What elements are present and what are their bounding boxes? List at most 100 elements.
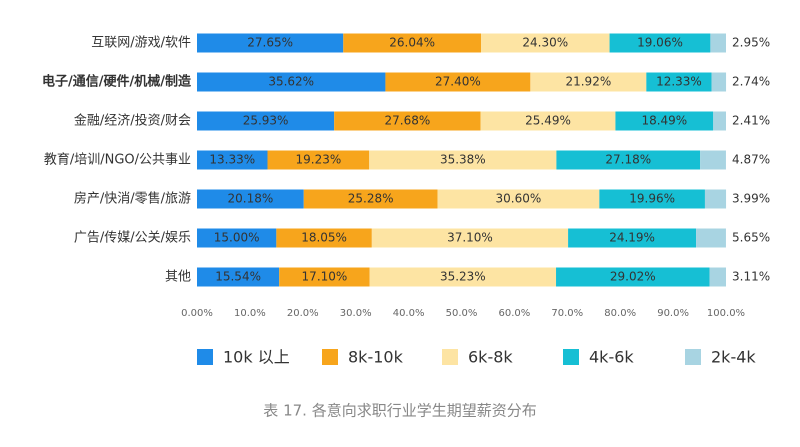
- category-label: 电子/通信/硬件/机械/制造: [42, 74, 192, 90]
- value-label: 2.95%: [732, 36, 770, 50]
- value-label: 19.96%: [629, 192, 675, 206]
- bar-segment: [609, 33, 711, 53]
- bar-segment: [197, 267, 280, 287]
- bar-segment: [197, 72, 386, 92]
- bar-segment: [530, 72, 647, 92]
- x-tick-label: 60.0%: [499, 308, 531, 319]
- legend-swatch: [685, 349, 701, 365]
- legend-label: 8k-10k: [348, 348, 404, 367]
- bar-segment: [696, 228, 726, 248]
- legend-swatch: [563, 349, 579, 365]
- category-label: 广告/传媒/公关/娱乐: [74, 231, 191, 246]
- bar-segment: [334, 111, 481, 131]
- bar-segment: [568, 228, 697, 248]
- value-label: 25.49%: [525, 114, 571, 128]
- bar-segment: [267, 150, 370, 170]
- x-tick-label: 40.0%: [393, 308, 425, 319]
- bar-segment: [343, 33, 482, 53]
- legend-label: 10k 以上: [223, 348, 290, 367]
- bar-segment: [369, 150, 557, 170]
- bar-segment: [481, 33, 610, 53]
- category-label: 金融/经济/投资/财会: [74, 113, 191, 129]
- bar-segment: [197, 150, 268, 170]
- value-label: 19.06%: [637, 36, 683, 50]
- value-label: 27.18%: [605, 153, 651, 167]
- value-label: 27.65%: [247, 36, 293, 50]
- bar-segment: [615, 111, 714, 131]
- value-label: 35.38%: [440, 153, 486, 167]
- legend-label: 2k-4k: [711, 348, 756, 367]
- bar-segment: [710, 33, 726, 53]
- value-label: 35.62%: [268, 75, 314, 89]
- value-label: 21.92%: [565, 75, 611, 89]
- x-tick-label: 100.0%: [707, 308, 745, 319]
- bar-segment: [197, 189, 304, 209]
- value-label: 30.60%: [496, 192, 542, 206]
- value-label: 27.68%: [385, 114, 431, 128]
- bar-segment: [279, 267, 370, 287]
- category-label: 教育/培训/NGO/公共事业: [44, 152, 191, 168]
- category-label: 其他: [165, 270, 191, 285]
- legend-label: 6k-8k: [468, 348, 513, 367]
- bar-segment: [385, 72, 531, 92]
- value-label: 2.41%: [732, 114, 770, 128]
- value-label: 18.49%: [641, 114, 687, 128]
- value-label: 3.99%: [732, 192, 770, 206]
- legend-label: 4k-6k: [589, 348, 634, 367]
- bar-segment: [480, 111, 616, 131]
- value-label: 17.10%: [302, 270, 348, 284]
- x-tick-label: 10.0%: [234, 308, 266, 319]
- value-label: 26.04%: [389, 36, 435, 50]
- bar-segment: [276, 228, 372, 248]
- x-tick-label: 80.0%: [604, 308, 636, 319]
- value-label: 5.65%: [732, 231, 770, 245]
- bar-segment: [197, 33, 344, 53]
- bar-segment: [556, 150, 701, 170]
- legend-swatch: [197, 349, 213, 365]
- legend-swatch: [322, 349, 338, 365]
- value-label: 20.18%: [227, 192, 273, 206]
- value-label: 4.87%: [732, 153, 770, 167]
- value-label: 3.11%: [732, 270, 770, 284]
- category-label: 房产/快消/零售/旅游: [74, 191, 191, 207]
- bar-segment: [713, 111, 726, 131]
- bar-segment: [437, 189, 600, 209]
- x-tick-label: 50.0%: [446, 308, 478, 319]
- value-label: 29.02%: [610, 270, 656, 284]
- bar-segment: [369, 267, 557, 287]
- x-tick-label: 90.0%: [657, 308, 689, 319]
- legend-swatch: [442, 349, 458, 365]
- bar-segment: [197, 228, 277, 248]
- bar-segment: [709, 267, 726, 287]
- bar-segment: [700, 150, 726, 170]
- value-label: 24.19%: [609, 231, 655, 245]
- x-tick-label: 20.0%: [287, 308, 319, 319]
- value-label: 12.33%: [656, 75, 702, 89]
- bar-segment: [197, 111, 335, 131]
- value-label: 25.93%: [243, 114, 289, 128]
- value-label: 19.23%: [295, 153, 341, 167]
- x-tick-label: 70.0%: [551, 308, 583, 319]
- bar-segment: [303, 189, 438, 209]
- bar-segment: [371, 228, 569, 248]
- value-label: 18.05%: [301, 231, 347, 245]
- value-label: 15.54%: [215, 270, 261, 284]
- value-label: 37.10%: [447, 231, 493, 245]
- value-label: 15.00%: [214, 231, 260, 245]
- value-label: 35.23%: [440, 270, 486, 284]
- x-tick-label: 30.0%: [340, 308, 372, 319]
- bar-segment: [556, 267, 710, 287]
- bar-segment: [704, 189, 727, 209]
- bar-segment: [711, 72, 727, 92]
- x-tick-label: 0.00%: [181, 308, 213, 319]
- category-label: 互联网/游戏/软件: [91, 36, 191, 51]
- bar-segment: [599, 189, 705, 209]
- value-label: 13.33%: [209, 153, 255, 167]
- value-label: 2.74%: [732, 75, 770, 89]
- value-label: 25.28%: [348, 192, 394, 206]
- bar-segment: [646, 72, 712, 92]
- value-label: 24.30%: [522, 36, 568, 50]
- value-label: 27.40%: [435, 75, 481, 89]
- caption: 表 17. 各意向求职行业学生期望薪资分布: [263, 402, 536, 420]
